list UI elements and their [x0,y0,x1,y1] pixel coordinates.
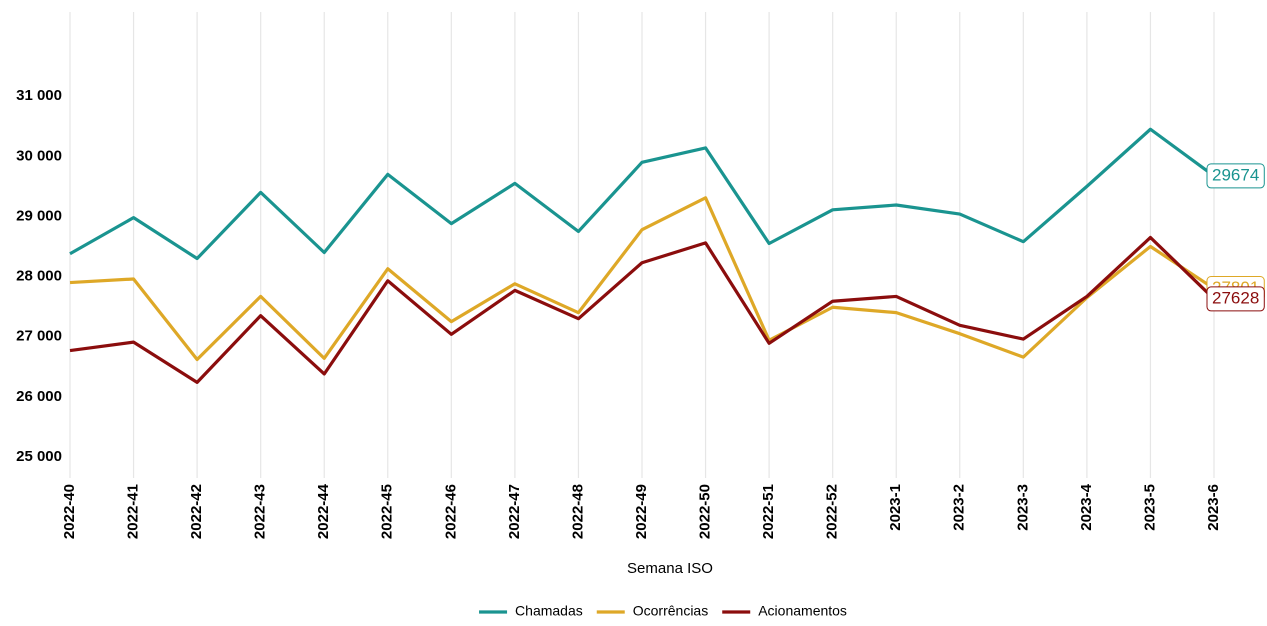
x-axis-title: Semana ISO [627,560,713,577]
x-tick-label: 2023-1 [887,484,904,531]
x-tick-label: 2022-40 [61,484,78,539]
x-tick-label: 2023-2 [951,484,968,531]
x-tick-label: 2022-49 [633,484,650,539]
end-label-text: 27628 [1212,288,1259,307]
y-tick-label: 25 000 [16,448,62,465]
x-tick-label: 2022-42 [188,484,205,539]
x-tick-label: 2023-6 [1205,484,1222,531]
series-line [69,235,1216,384]
end-label-box [1206,286,1265,312]
y-tick-label: 26 000 [16,388,62,405]
x-tick-label: 2023-4 [1078,483,1095,530]
x-tick-label: 2022-48 [569,484,586,539]
legend-label: Ocorrências [633,603,708,619]
x-tick-label: 2022-51 [760,484,777,539]
x-tick-label: 2022-45 [379,484,396,539]
end-label-box [1206,163,1265,189]
x-tick-label: 2022-46 [442,484,459,539]
x-tick-label: 2022-47 [506,484,523,539]
end-label-text: 29674 [1212,165,1259,184]
x-tick-label: 2022-50 [697,484,714,539]
x-tick-label: 2022-41 [125,484,142,539]
y-tick-label: 30 000 [16,147,62,164]
y-tick-label: 29 000 [16,207,62,224]
x-tick-label: 2022-44 [315,483,332,539]
legend-label: Chamadas [515,603,583,619]
x-tick-label: 2022-52 [824,484,841,539]
y-tick-label: 31 000 [16,87,62,104]
legend-label: Acionamentos [758,603,847,619]
series-line [69,196,1215,362]
x-tick-label: 2022-43 [252,484,269,539]
y-tick-label: 27 000 [16,328,62,345]
end-label: 27628 [1206,286,1265,312]
series-line [69,127,1215,261]
end-label: 29674 [1206,163,1265,189]
x-tick-label: 2023-3 [1014,484,1031,531]
x-tick-label: 2023-5 [1141,484,1158,531]
y-tick-label: 28 000 [16,268,62,285]
